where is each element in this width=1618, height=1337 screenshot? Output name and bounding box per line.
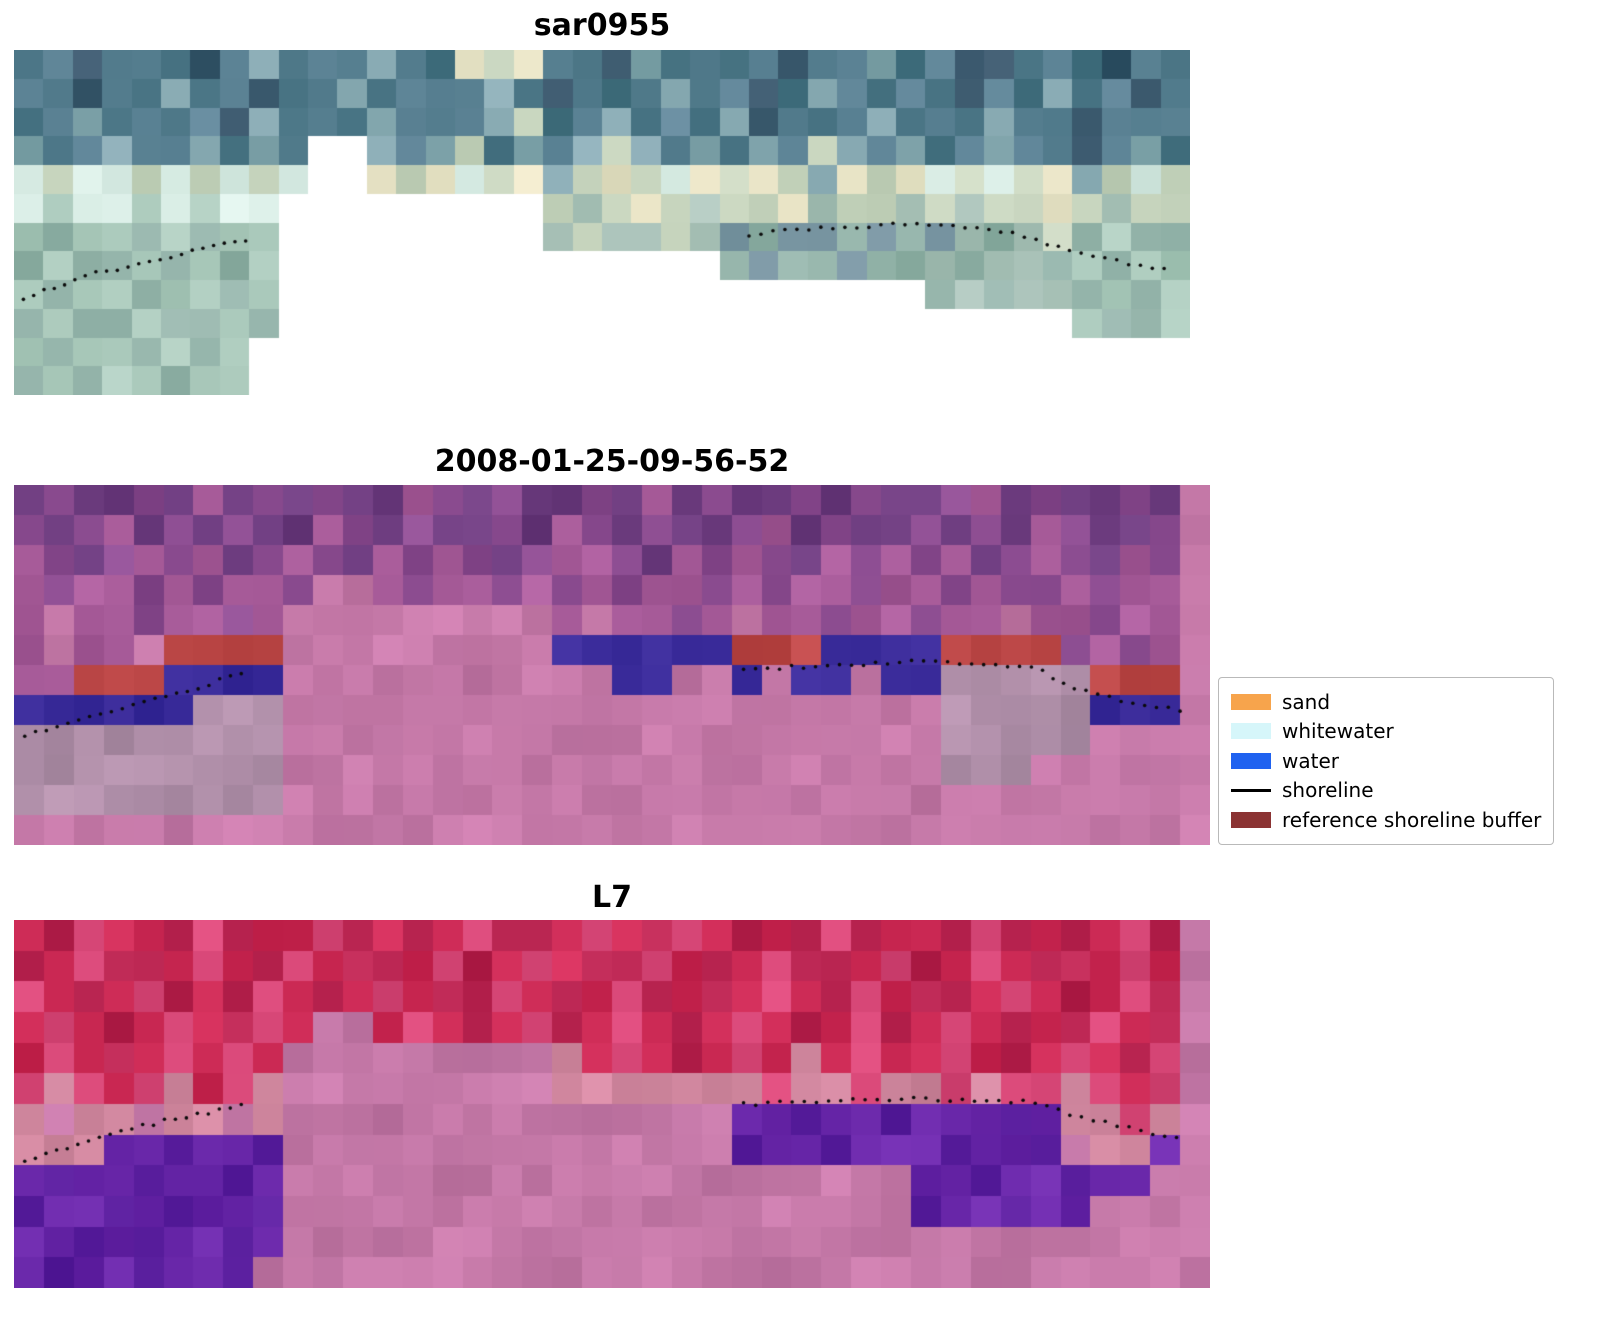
legend-item-water: water	[1231, 746, 1541, 776]
panel-image-sar0955	[14, 50, 1190, 395]
reference-shoreline-buffer-swatch	[1231, 811, 1271, 828]
panel-title-l7: L7	[592, 880, 632, 915]
legend-item-sand: sand	[1231, 687, 1541, 717]
whitewater-swatch	[1231, 723, 1271, 740]
shoreline-line-swatch	[1231, 789, 1271, 792]
legend-label-sand: sand	[1282, 689, 1331, 714]
legend-item-reference-shoreline-buffer: reference shoreline buffer	[1231, 805, 1541, 835]
legend: sand whitewater water shoreline referenc…	[1218, 677, 1554, 845]
panel-image-classified	[14, 485, 1210, 845]
legend-label-reference-shoreline-buffer: reference shoreline buffer	[1282, 807, 1542, 832]
legend-label-water: water	[1282, 748, 1339, 773]
panel-image-l7	[14, 920, 1210, 1288]
panel-title-sar0955: sar0955	[533, 8, 671, 43]
legend-label-whitewater: whitewater	[1282, 719, 1394, 744]
legend-item-whitewater: whitewater	[1231, 717, 1541, 747]
water-swatch	[1231, 752, 1271, 769]
legend-item-shoreline: shoreline	[1231, 776, 1541, 806]
legend-label-shoreline: shoreline	[1282, 778, 1374, 803]
panel-title-datetime: 2008-01-25-09-56-52	[434, 444, 790, 479]
sand-swatch	[1231, 693, 1271, 710]
